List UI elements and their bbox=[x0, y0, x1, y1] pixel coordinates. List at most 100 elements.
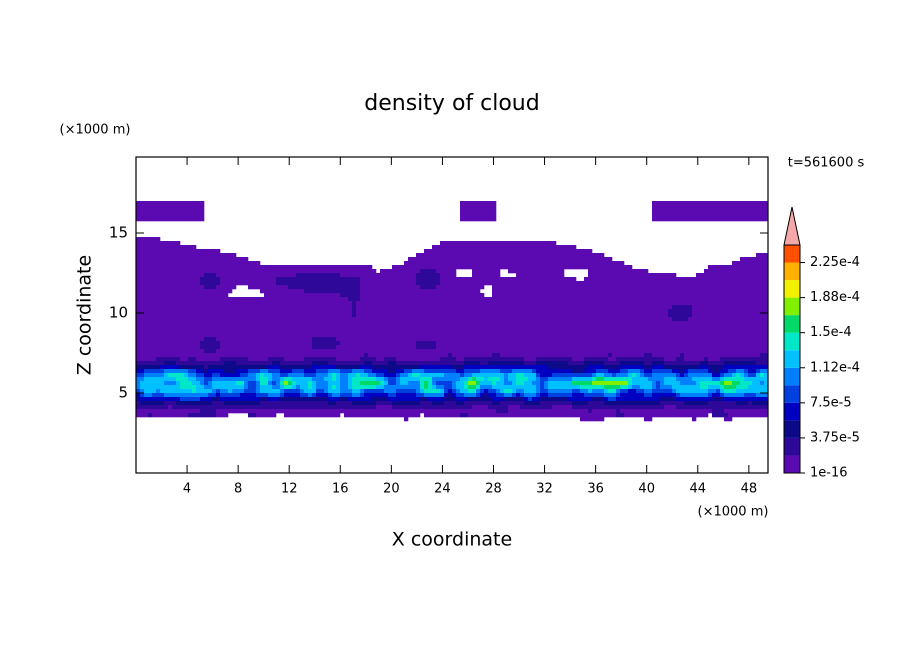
contour-cell bbox=[508, 285, 513, 290]
contour-cell bbox=[356, 337, 361, 342]
contour-cell bbox=[160, 393, 165, 398]
contour-cell bbox=[420, 269, 425, 274]
contour-cell bbox=[164, 265, 169, 270]
contour-cell bbox=[580, 389, 585, 394]
contour-cell bbox=[260, 345, 265, 350]
contour-cell bbox=[192, 269, 197, 274]
contour-cell bbox=[560, 373, 565, 378]
contour-cell bbox=[256, 365, 261, 370]
contour-cell bbox=[496, 345, 501, 350]
contour-cell bbox=[440, 273, 445, 278]
contour-cell bbox=[444, 261, 449, 266]
contour-cell bbox=[188, 249, 193, 254]
contour-cell bbox=[360, 409, 365, 414]
contour-cell bbox=[524, 325, 529, 330]
contour-cell bbox=[544, 253, 549, 258]
contour-cell bbox=[592, 409, 597, 414]
contour-cell bbox=[356, 341, 361, 346]
contour-cell bbox=[304, 365, 309, 370]
contour-cell bbox=[152, 261, 157, 266]
contour-cell bbox=[264, 353, 269, 358]
contour-cell bbox=[340, 321, 345, 326]
contour-cell bbox=[300, 357, 305, 362]
contour-cell bbox=[136, 245, 141, 250]
contour-cell bbox=[216, 273, 221, 278]
contour-cell bbox=[160, 273, 165, 278]
contour-cell bbox=[140, 313, 145, 318]
contour-cell bbox=[608, 345, 613, 350]
contour-cell bbox=[432, 281, 437, 286]
contour-cell bbox=[380, 285, 385, 290]
contour-cell bbox=[272, 341, 277, 346]
contour-cell bbox=[444, 281, 449, 286]
contour-cell bbox=[300, 385, 305, 390]
contour-cell bbox=[260, 413, 265, 418]
contour-cell bbox=[480, 325, 485, 330]
contour-cell bbox=[472, 281, 477, 286]
contour-cell bbox=[568, 289, 573, 294]
contour-cell bbox=[168, 285, 173, 290]
contour-cell bbox=[496, 313, 501, 318]
contour-cell bbox=[292, 401, 297, 406]
contour-cell bbox=[548, 253, 553, 258]
contour-cell bbox=[204, 309, 209, 314]
contour-cell bbox=[424, 365, 429, 370]
contour-cell bbox=[460, 353, 465, 358]
contour-cell bbox=[232, 361, 237, 366]
contour-cell bbox=[552, 281, 557, 286]
contour-cell bbox=[292, 385, 297, 390]
contour-cell bbox=[188, 261, 193, 266]
contour-cell bbox=[224, 365, 229, 370]
contour-cell bbox=[172, 317, 177, 322]
contour-cell bbox=[452, 393, 457, 398]
contour-cell bbox=[496, 405, 501, 410]
contour-cell bbox=[580, 385, 585, 390]
contour-cell bbox=[204, 281, 209, 286]
contour-cell bbox=[364, 373, 369, 378]
contour-cell bbox=[340, 265, 345, 270]
contour-cell bbox=[144, 413, 149, 418]
contour-cell bbox=[504, 369, 509, 374]
contour-cell bbox=[484, 257, 489, 262]
contour-cell bbox=[296, 337, 301, 342]
contour-cell bbox=[180, 293, 185, 298]
contour-cell bbox=[312, 361, 317, 366]
contour-cell bbox=[368, 333, 373, 338]
contour-cell bbox=[156, 389, 161, 394]
contour-cell bbox=[524, 385, 529, 390]
contour-cell bbox=[244, 269, 249, 274]
contour-cell bbox=[212, 325, 217, 330]
contour-cell bbox=[356, 333, 361, 338]
contour-cell bbox=[588, 305, 593, 310]
contour-cell bbox=[216, 409, 221, 414]
contour-cell bbox=[272, 393, 277, 398]
contour-cell bbox=[320, 285, 325, 290]
contour-cell bbox=[496, 305, 501, 310]
contour-cell bbox=[380, 309, 385, 314]
contour-cell bbox=[532, 241, 537, 246]
contour-cell bbox=[556, 313, 561, 318]
contour-cell bbox=[384, 393, 389, 398]
contour-cell bbox=[176, 409, 181, 414]
contour-cell bbox=[480, 397, 485, 402]
contour-cell bbox=[312, 389, 317, 394]
contour-cell bbox=[432, 377, 437, 382]
contour-cell bbox=[208, 393, 213, 398]
contour-cell bbox=[476, 393, 481, 398]
contour-cell bbox=[220, 357, 225, 362]
contour-cell bbox=[476, 333, 481, 338]
contour-cell bbox=[216, 389, 221, 394]
contour-cell bbox=[504, 245, 509, 250]
contour-cell bbox=[588, 345, 593, 350]
contour-cell bbox=[584, 397, 589, 402]
contour-cell bbox=[172, 401, 177, 406]
contour-cell bbox=[160, 241, 165, 246]
contour-cell bbox=[224, 269, 229, 274]
contour-cell bbox=[316, 321, 321, 326]
contour-cell bbox=[348, 337, 353, 342]
contour-cell bbox=[360, 353, 365, 358]
contour-cell bbox=[348, 365, 353, 370]
contour-cell bbox=[584, 265, 589, 270]
contour-cell bbox=[268, 365, 273, 370]
contour-cell bbox=[592, 349, 597, 354]
